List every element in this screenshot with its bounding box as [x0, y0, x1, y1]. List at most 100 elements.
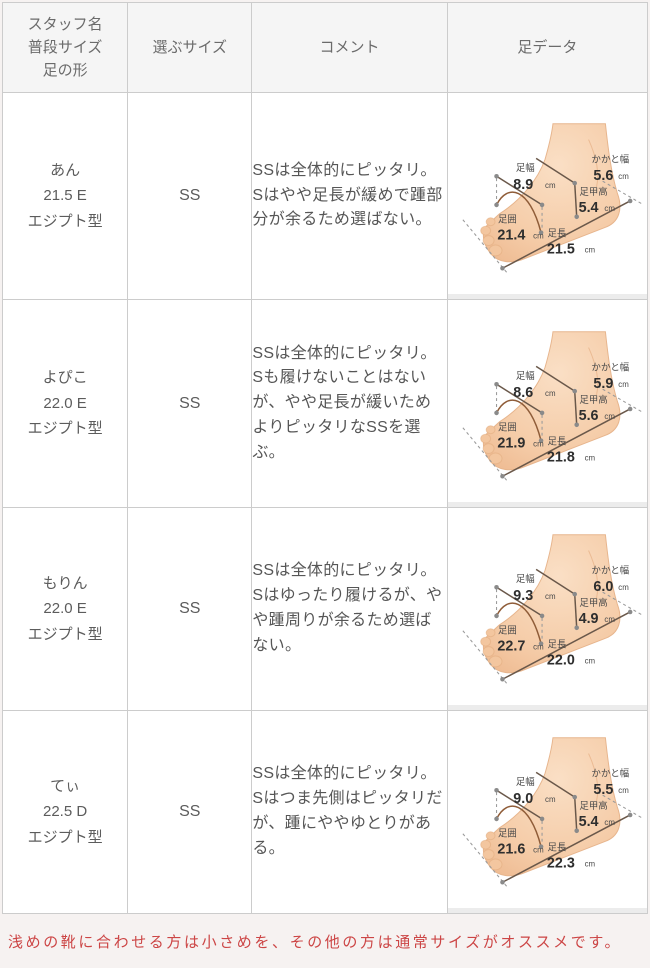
staff-foot-shape: エジプト型: [27, 420, 103, 438]
width-label: 足幅: [516, 162, 535, 173]
width-line: [495, 383, 543, 414]
instep-diagonal: [535, 568, 575, 595]
length-value: 21.8: [547, 449, 575, 465]
header-chosen-size: 選ぶサイズ: [127, 2, 253, 93]
heel-label: かかと幅: [591, 767, 629, 778]
heel-value: 5.9: [593, 376, 613, 392]
instep-label: 足甲高: [579, 394, 607, 405]
girth-value: 21.4: [497, 228, 525, 244]
instep-diagonal: [535, 771, 575, 798]
toes: [479, 217, 503, 257]
heel-label: かかと幅: [591, 564, 629, 575]
staff-usual-size: 21.5 E: [43, 187, 87, 205]
staff-profile-cell: あん 21.5 E エジプト型: [1, 92, 129, 300]
width-value: 8.9: [513, 177, 533, 193]
staff-profile-cell: てぃ 22.5 D エジプト型: [1, 710, 129, 914]
staff-profile-cell: もりん 22.0 E エジプト型: [1, 507, 129, 711]
length-unit: cm: [584, 245, 595, 254]
header-foot-data: 足データ: [446, 2, 649, 93]
instep-label: 足甲高: [579, 800, 607, 811]
length-unit: cm: [584, 859, 595, 868]
width-label: 足幅: [516, 573, 535, 584]
toes: [479, 831, 503, 871]
width-unit: cm: [545, 181, 556, 190]
instep-value: 5.4: [578, 200, 598, 216]
girth-unit: cm: [533, 440, 544, 449]
header-staff-line2: 普段サイズ: [27, 38, 103, 56]
heel-label: かかと幅: [591, 153, 629, 164]
instep-unit: cm: [604, 412, 615, 421]
instep-label: 足甲高: [579, 597, 607, 608]
chosen-size-cell: SS: [127, 92, 253, 300]
girth-arc: [495, 602, 542, 644]
heel-extension-dashed: [596, 588, 642, 616]
girth-value: 21.9: [497, 436, 525, 452]
girth-unit: cm: [533, 643, 544, 652]
instep-value: 5.4: [578, 814, 598, 830]
width-unit: cm: [545, 795, 556, 804]
foot-shape: [482, 123, 621, 263]
staff-foot-shape: エジプト型: [27, 828, 103, 846]
length-line: [501, 408, 631, 477]
length-label: 足長: [547, 436, 566, 447]
width-value: 9.0: [513, 791, 533, 807]
comment-cell: SSは全体的にピッタリ。Sも履けないことはないが、やや足長が緩いためよりピッタリ…: [251, 299, 448, 508]
girth-arc: [495, 399, 542, 441]
measure-dots: [493, 173, 633, 271]
staff-usual-size: 22.0 E: [43, 394, 87, 412]
table-row: てぃ 22.5 D エジプト型 SS SSは全体的にピッタリ。Sはつま先側はピッ…: [1, 710, 649, 914]
girth-label: 足囲: [498, 214, 517, 225]
instep-label: 足甲高: [579, 186, 607, 197]
instep-line: [573, 797, 578, 831]
foot-diagram-wrap: 足幅 9.0 cm かかと幅 5.5 cm 足甲高 5.4 cm 足囲 21.6…: [447, 711, 647, 913]
heel-unit: cm: [618, 786, 629, 795]
heel-unit: cm: [618, 380, 629, 389]
instep-diagonal: [535, 365, 575, 392]
measure-dots: [493, 381, 633, 479]
instep-line: [573, 183, 578, 217]
photo-bottom-edge: [447, 294, 647, 299]
staff-foot-shape: エジプト型: [27, 625, 103, 643]
girth-arc: [495, 191, 542, 233]
heel-value: 5.6: [593, 168, 613, 184]
recommendation-note-bar: 浅めの靴に合わせる方は小さめを、その他の方は通常サイズがオススメです。: [0, 916, 650, 967]
width-unit: cm: [545, 592, 556, 601]
heel-label: かかと幅: [591, 361, 629, 372]
instep-unit: cm: [604, 818, 615, 827]
instep-unit: cm: [604, 204, 615, 213]
staff-usual-size: 22.0 E: [43, 600, 87, 618]
foot-shape: [482, 534, 621, 674]
ankle-contour: [587, 753, 598, 802]
girth-label: 足囲: [498, 625, 517, 636]
header-staff: スタッフ名 普段サイズ 足の形: [1, 2, 129, 93]
header-row: スタッフ名 普段サイズ 足の形 選ぶサイズ コメント 足データ: [1, 2, 649, 93]
comment-cell: SSは全体的にピッタリ。Sはやや足長が緩めで踵部分が余るため選ばない。: [251, 92, 448, 300]
length-line: [501, 814, 631, 883]
staff-foot-shape: エジプト型: [27, 212, 103, 230]
length-line: [501, 200, 631, 269]
foot-diagram-wrap: 足幅 8.6 cm かかと幅 5.9 cm 足甲高 5.6 cm 足囲 21.9…: [447, 300, 647, 507]
staff-usual-size: 22.5 D: [42, 803, 88, 821]
chosen-size-cell: SS: [127, 507, 253, 711]
photo-bottom-edge: [447, 908, 647, 913]
heel-extension-dashed: [596, 385, 642, 413]
foot-diagram-wrap: 足幅 9.3 cm かかと幅 6.0 cm 足甲高 4.9 cm 足囲 22.7…: [447, 508, 647, 710]
width-line: [495, 789, 543, 820]
girth-unit: cm: [533, 232, 544, 241]
width-unit: cm: [545, 389, 556, 398]
table-row: よぴこ 22.0 E エジプト型 SS SSは全体的にピッタリ。Sも履けないこと…: [1, 299, 649, 508]
length-line: [501, 611, 631, 680]
instep-value: 5.6: [578, 408, 598, 424]
heel-extension-dashed: [596, 177, 642, 205]
heel-value: 5.5: [593, 782, 613, 798]
heel-value: 6.0: [593, 579, 613, 595]
foot-data-cell: 足幅 9.0 cm かかと幅 5.5 cm 足甲高 5.4 cm 足囲 21.6…: [446, 710, 649, 914]
ankle-contour: [587, 550, 598, 599]
length-label: 足長: [547, 842, 566, 853]
staff-name: もりん: [42, 574, 88, 592]
ankle-contour: [587, 139, 598, 188]
toes: [479, 628, 503, 668]
length-value: 21.5: [547, 241, 575, 257]
chosen-size-cell: SS: [127, 299, 253, 508]
foot-data-cell: 足幅 8.9 cm かかと幅 5.6 cm 足甲高 5.4 cm 足囲 21.4…: [446, 92, 649, 300]
